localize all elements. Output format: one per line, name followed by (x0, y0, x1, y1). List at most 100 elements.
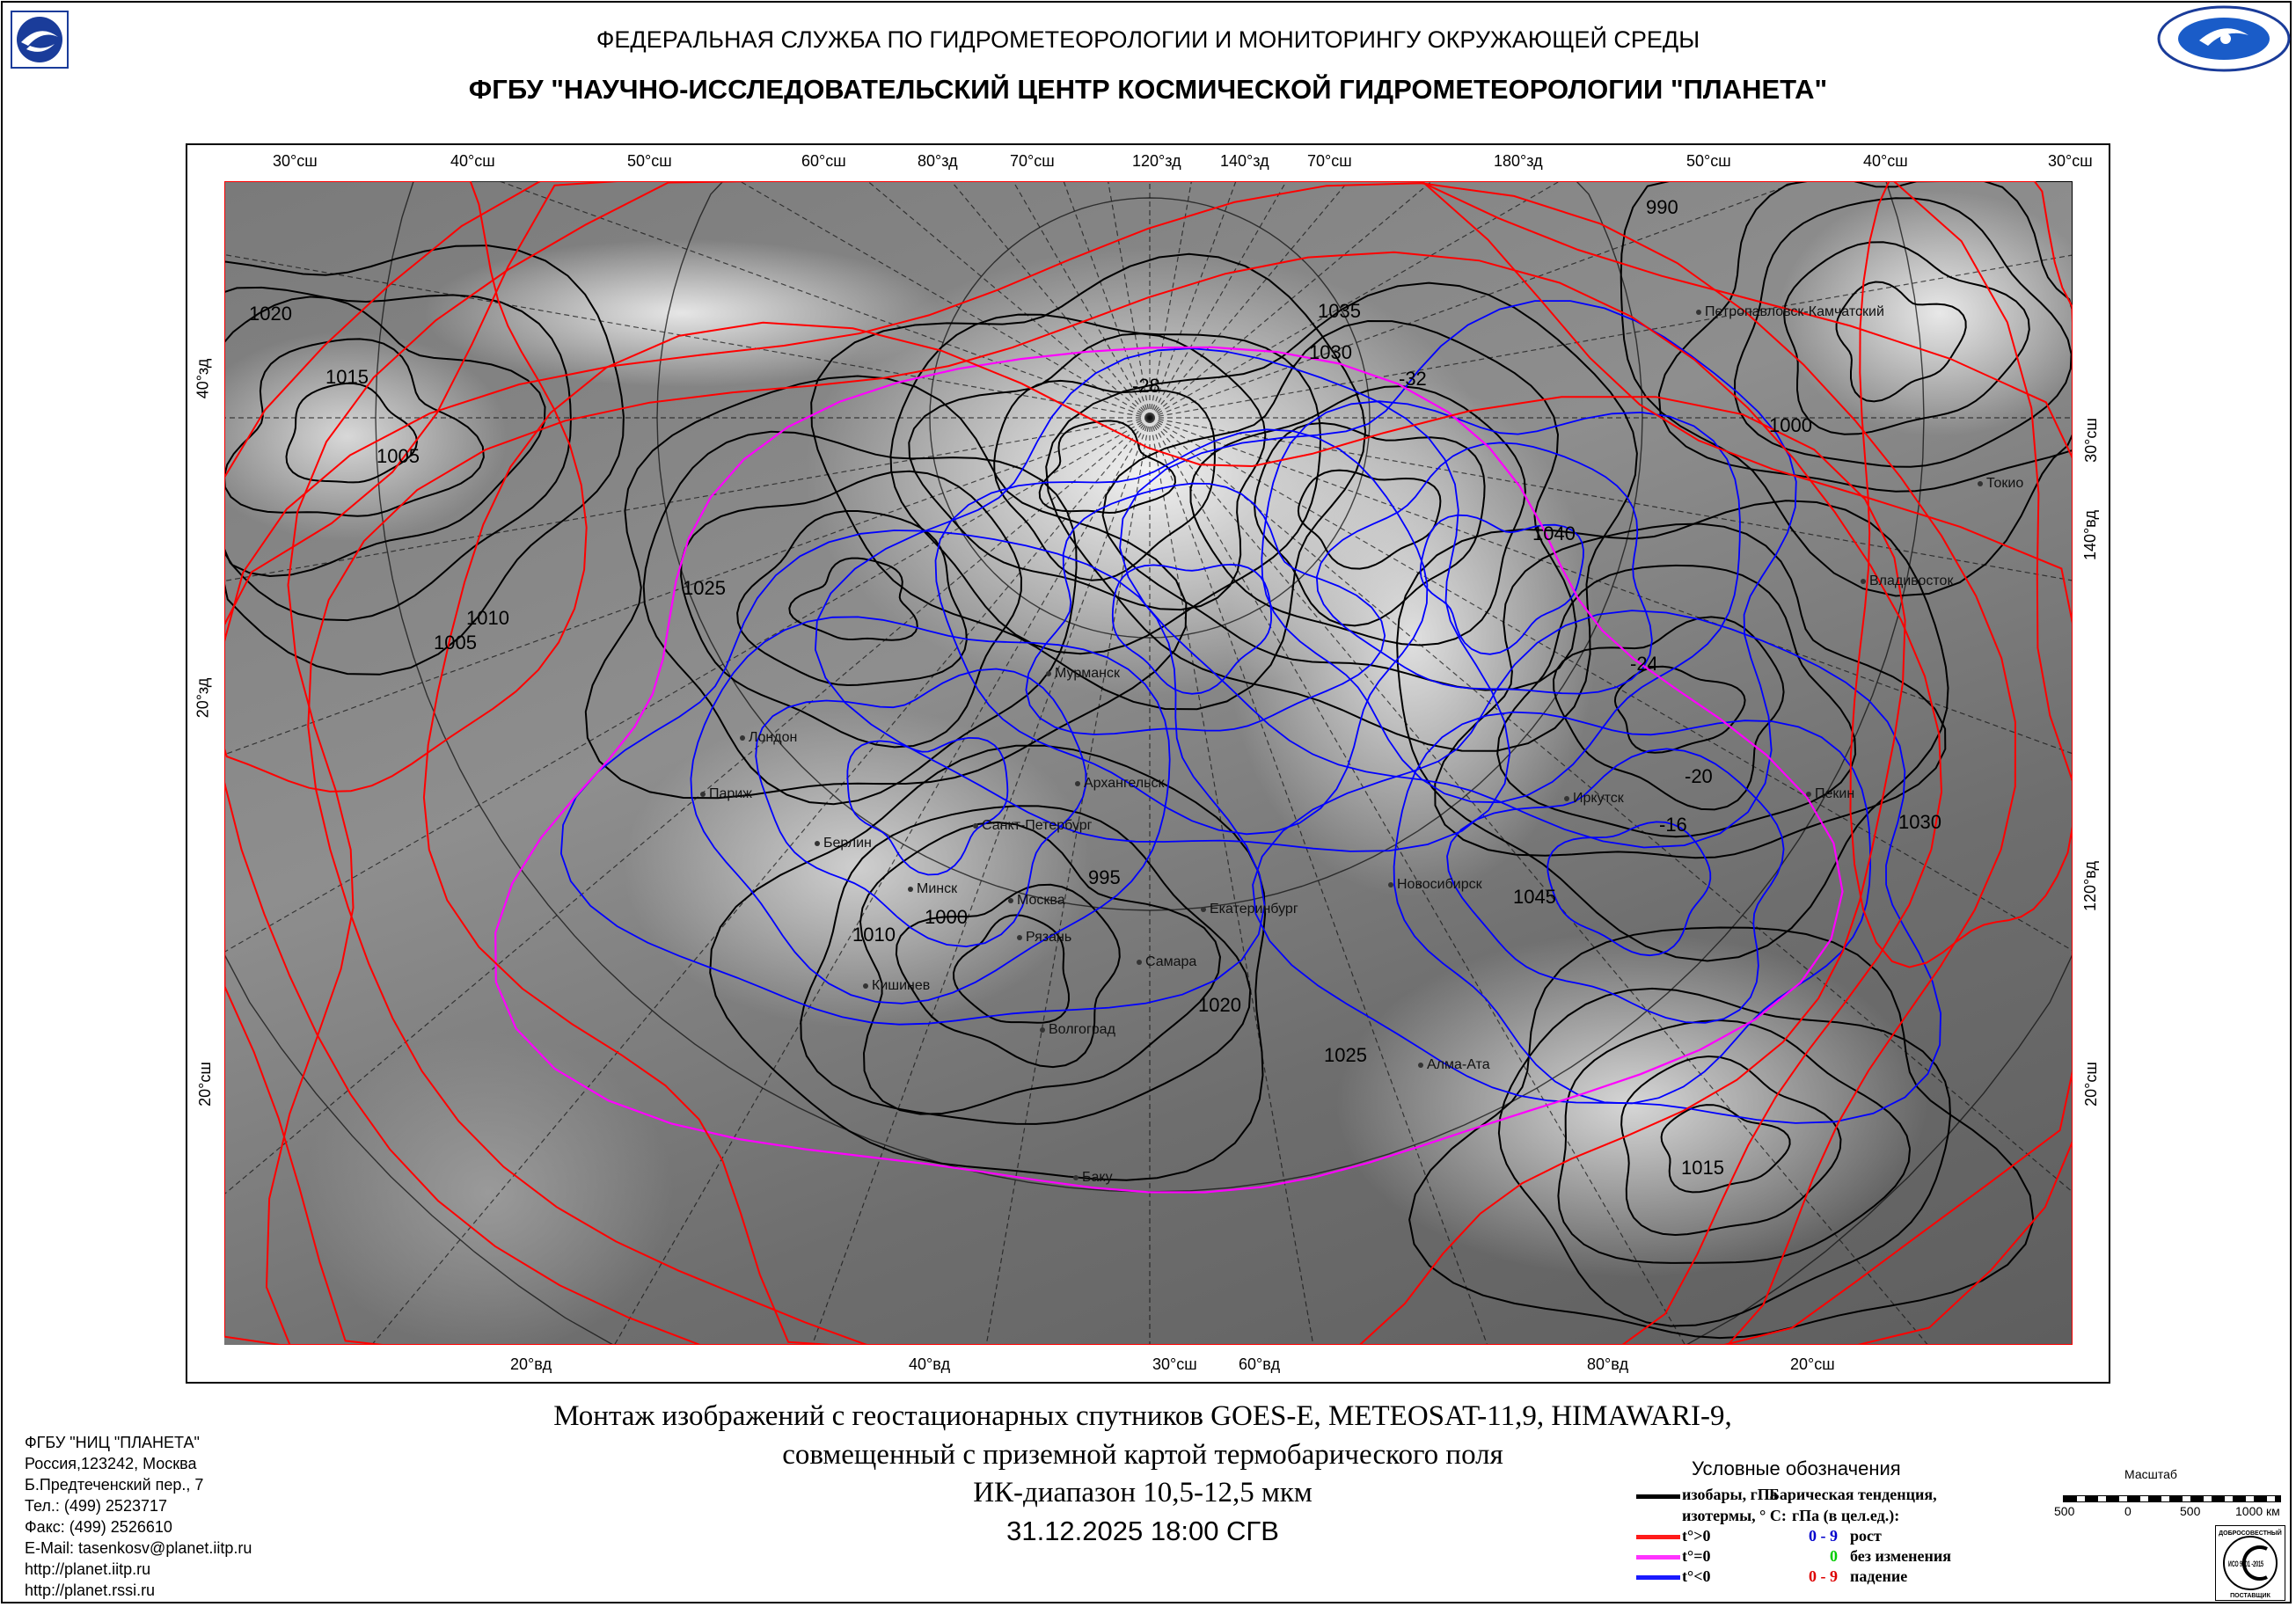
meridian-line (1149, 417, 2073, 581)
isobar-line (1496, 564, 1857, 838)
caption-datetime: 31.12.2025 18:00 СГВ (1006, 1516, 1279, 1546)
isobar-line (1835, 281, 1967, 403)
meridian-line (613, 417, 1151, 1345)
meridian-line (1149, 417, 2073, 952)
address-line: Б.Предтеченский пер., 7 (25, 1476, 204, 1494)
isobar-line (1734, 197, 2073, 468)
map-frame (186, 143, 2110, 1384)
isobar-line (1660, 1104, 1791, 1194)
meridian-line (224, 417, 1151, 582)
meridian-line (1013, 181, 1151, 419)
coord-label: 40°сш (1863, 152, 1908, 170)
coord-label: 20°сш (1790, 1355, 1835, 1373)
isobar-line (1434, 522, 1947, 859)
isotherm-positive-line (224, 181, 588, 793)
isobar-label: 1000 (925, 906, 968, 928)
isobar-line (1613, 665, 1746, 754)
email-link[interactable]: E-Mail: tasenkosv@planet.iitp.ru (25, 1539, 252, 1557)
scale-bar (2063, 1495, 2281, 1502)
isotherm-negative-line (1252, 610, 1942, 1124)
meridian-line (224, 417, 1151, 953)
tendency-none: без изменения (1850, 1547, 1951, 1565)
legend-t-pos: t°>0 (1682, 1527, 1711, 1545)
coord-label: 70°сш (1010, 152, 1055, 170)
isobar-line (680, 470, 1023, 749)
meridian-line (1149, 417, 1314, 1345)
city-label: Рязань (1017, 930, 1071, 946)
isobar-line (584, 375, 1188, 800)
scale-label: 500 (2180, 1504, 2201, 1518)
isobar-line (1552, 616, 1785, 811)
legend-t-zero: t°=0 (1682, 1547, 1711, 1565)
city-label: Пекин (1806, 786, 1854, 802)
city-label: Новосибирск (1388, 877, 1482, 893)
isotherm-negative-line (1547, 821, 1712, 957)
coord-label: 20°зд (194, 677, 212, 719)
city-label: Токио (1978, 476, 2023, 492)
coord-label: 80°вд (1587, 1355, 1629, 1373)
city-label: Кишинев (863, 978, 930, 994)
tendency-title: Барическая тенденция, (1769, 1486, 1937, 1503)
scale-label: 0 (2124, 1504, 2131, 1518)
city-label: Санкт-Петербург (973, 818, 1092, 834)
coord-label: 180°зд (1494, 152, 1543, 170)
isotherm-positive-line (422, 321, 1906, 1345)
coord-label: 40°зд (194, 358, 212, 399)
city-label: Самара (1137, 954, 1196, 970)
meridian-line (224, 417, 1151, 756)
isobar-line (895, 883, 1121, 1069)
isobar-line (1557, 1019, 1912, 1264)
website-link[interactable]: http://planet.iitp.ru (25, 1560, 151, 1578)
isotherm-negative-line (1261, 400, 1741, 804)
isobar-line (859, 821, 1222, 1115)
isobar-label: 1005 (434, 632, 477, 654)
hydromet-logo (2155, 4, 2292, 74)
coord-label: 30°сш (2048, 152, 2093, 170)
isobar-line (1396, 500, 1949, 962)
coord-label: 20°сш (195, 1062, 214, 1107)
isobar-label: -20 (1685, 765, 1713, 787)
isobar-line (788, 557, 918, 641)
isobar-label: 1025 (1324, 1044, 1367, 1066)
coord-label: 60°сш (801, 152, 846, 170)
coord-label: 70°сш (1307, 152, 1352, 170)
legend-zero-swatch (1636, 1555, 1680, 1560)
isobar-line (800, 805, 1252, 1125)
isobar-line (908, 332, 1267, 611)
meridian-line (811, 417, 1151, 1345)
isotherm-negative-line (1111, 563, 1273, 695)
meridian-line (1149, 417, 1928, 1345)
map-overlay (224, 181, 2073, 1345)
isobar-line (224, 245, 625, 676)
isobar-label: -32 (1399, 368, 1427, 390)
isobar-label: 1015 (1681, 1157, 1724, 1179)
coord-label: 50°сш (627, 152, 672, 170)
isobar-line (285, 382, 419, 484)
isobar-label: -16 (1659, 814, 1687, 836)
isobar-line (1038, 420, 1177, 515)
parallel-line (929, 197, 1371, 639)
tendency-none-value: 0 (1830, 1547, 1838, 1565)
legend-positive-swatch (1636, 1535, 1680, 1539)
isobar-label: 1030 (1309, 341, 1352, 363)
city-label: Баку (1073, 1170, 1113, 1186)
city-label: Петропавловск-Камчатский (1696, 304, 1884, 320)
meridian-line (1149, 181, 1801, 419)
city-label: Мурманск (1046, 666, 1120, 682)
city-label: Волгоград (1040, 1022, 1115, 1038)
isotherm-negative-line (1315, 442, 1653, 695)
isotherm-negative-line (755, 668, 1087, 948)
meridian-line (739, 181, 1151, 419)
isobar-label: -28 (1132, 375, 1160, 397)
isobar-line (1497, 987, 1952, 1327)
isobar-line (1620, 181, 2073, 597)
caption-line-3: ИК-диапазон 10,5-12,5 мкм (973, 1477, 1313, 1508)
isobar-label: 1040 (1532, 522, 1576, 544)
coord-label: 120°зд (1132, 152, 1181, 170)
isobar-line (1408, 926, 2035, 1340)
isotherm-positive-line (224, 181, 2073, 1345)
website-link[interactable]: http://planet.rssi.ru (25, 1581, 156, 1599)
city-label: Париж (700, 786, 752, 802)
isobar-label: 1045 (1513, 886, 1556, 908)
satellite-map[interactable]: Лондон Париж Берлин Минск Москва Рязань … (224, 181, 2073, 1345)
